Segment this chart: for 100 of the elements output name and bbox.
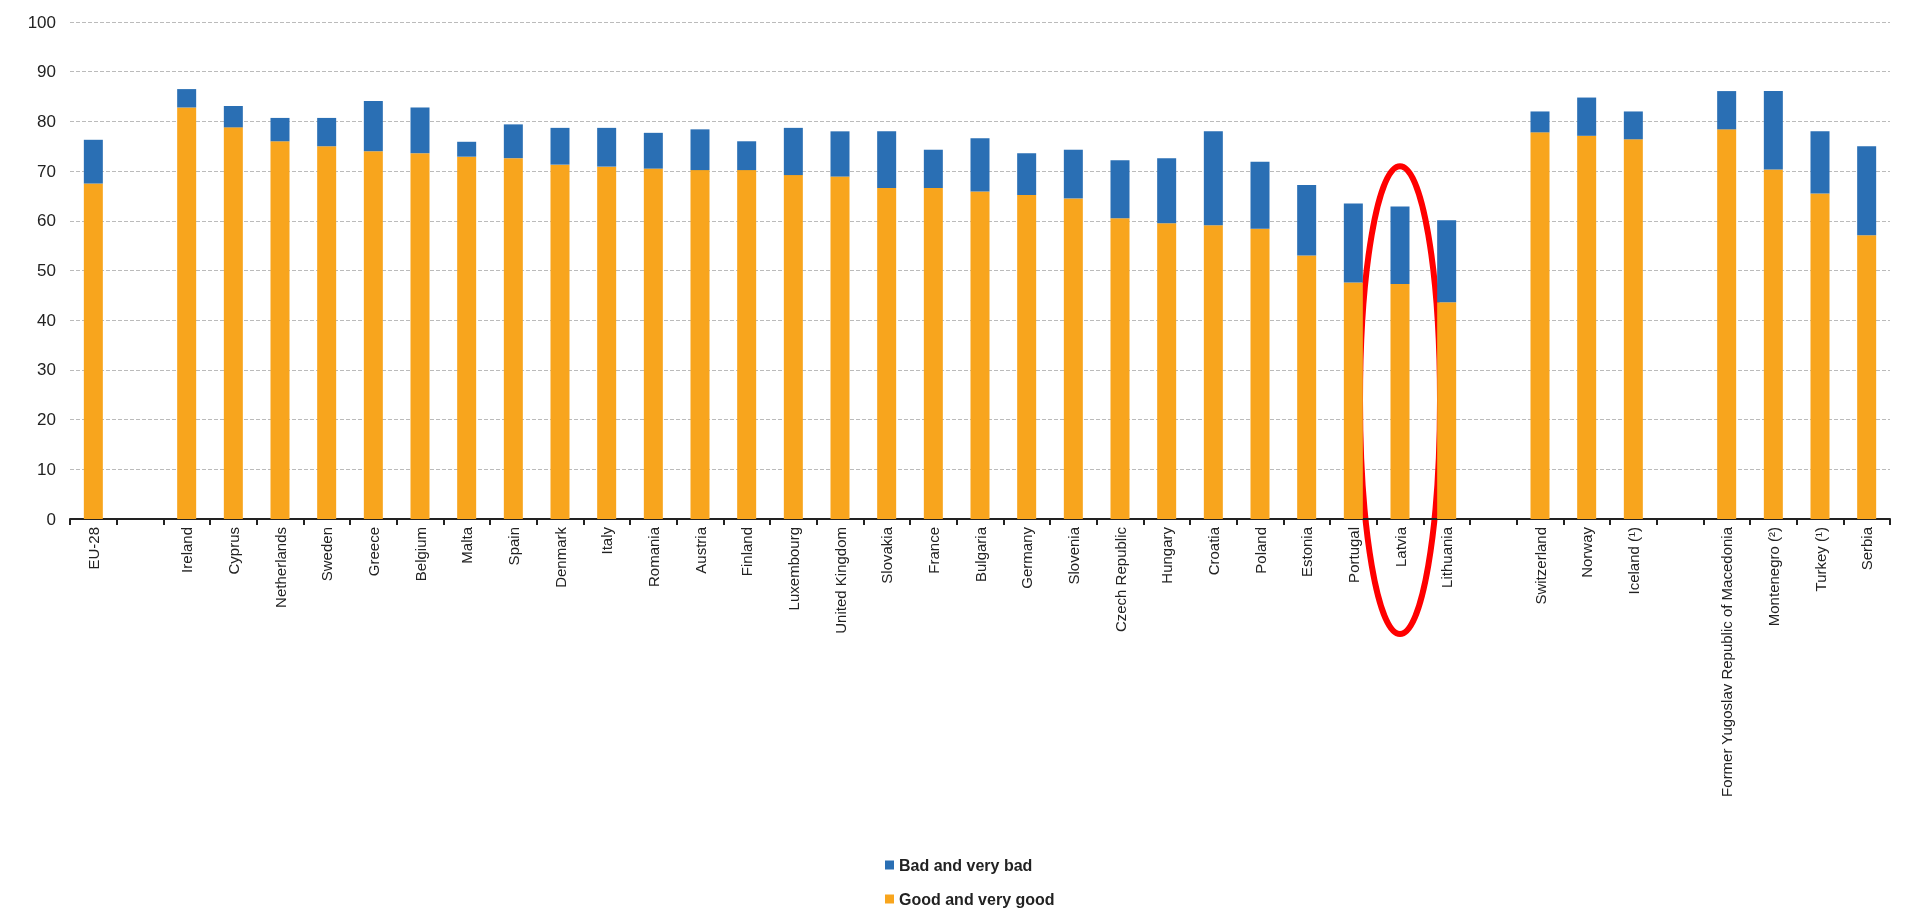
bar xyxy=(783,127,803,176)
x-tick-label: United Kingdom xyxy=(831,527,849,634)
bar xyxy=(1577,97,1597,136)
bar xyxy=(1810,193,1830,519)
x-tick-label: Spain xyxy=(504,527,522,566)
bar xyxy=(1297,185,1317,256)
bar xyxy=(1297,255,1317,519)
bar xyxy=(83,139,103,184)
bar xyxy=(83,183,103,519)
bar xyxy=(177,89,197,108)
bar xyxy=(1717,129,1737,519)
bar xyxy=(457,141,477,157)
y-tick-label: 30 xyxy=(37,360,56,380)
y-tick-label: 10 xyxy=(37,459,56,479)
x-tick-label: Czech Republic xyxy=(1111,526,1129,633)
bar xyxy=(270,117,290,142)
bar xyxy=(1857,146,1877,236)
bar xyxy=(970,191,990,519)
bar xyxy=(550,127,570,165)
bar xyxy=(597,127,617,167)
x-tick-label: EU-28 xyxy=(84,527,102,570)
y-tick-label: 60 xyxy=(37,211,56,231)
bar xyxy=(1250,228,1270,519)
bar xyxy=(1623,111,1643,140)
bar xyxy=(1717,91,1737,130)
bar xyxy=(643,168,663,519)
bar xyxy=(877,188,897,519)
bar xyxy=(1157,223,1177,519)
bar xyxy=(737,141,757,171)
bar xyxy=(223,105,243,128)
x-tick-label: Bulgaria xyxy=(971,526,989,583)
bar xyxy=(1110,218,1130,519)
y-tick-label: 50 xyxy=(37,261,56,280)
bar xyxy=(1157,158,1177,224)
x-tick-label: Netherlands xyxy=(271,527,289,608)
bar xyxy=(923,188,943,519)
bar xyxy=(970,138,990,192)
bar xyxy=(410,107,430,154)
bar xyxy=(877,131,897,188)
y-tick-label: 90 xyxy=(37,62,56,82)
bar xyxy=(643,132,663,169)
bar xyxy=(737,170,757,519)
bar xyxy=(363,151,383,519)
bar xyxy=(830,176,850,519)
x-tick-label: Poland xyxy=(1251,527,1269,574)
x-tick-label: Cyprus xyxy=(224,527,242,575)
x-tick-label: Former Yugoslav Republic of Macedonia xyxy=(1718,526,1736,797)
bar xyxy=(690,129,710,171)
bar xyxy=(1623,139,1643,519)
y-tick-label: 70 xyxy=(37,161,56,181)
bar xyxy=(177,107,197,519)
y-tick-label: 80 xyxy=(37,111,56,131)
bar xyxy=(1763,169,1783,519)
bar xyxy=(1063,198,1083,519)
bar xyxy=(1530,132,1550,519)
y-tick-label: 100 xyxy=(27,12,56,32)
x-tick-label: Slovakia xyxy=(878,526,896,584)
bar xyxy=(363,101,383,152)
x-tick-label: Norway xyxy=(1578,526,1596,578)
bar xyxy=(317,146,337,519)
bar xyxy=(1390,206,1410,284)
y-tick-label: 0 xyxy=(46,509,56,529)
bar xyxy=(1063,149,1083,199)
bar xyxy=(1343,282,1363,519)
x-tick-label: Greece xyxy=(364,527,382,577)
bar xyxy=(1250,161,1270,229)
x-tick-label: Switzerland xyxy=(1531,527,1549,605)
bar xyxy=(690,170,710,519)
bar xyxy=(1530,111,1550,133)
bar xyxy=(503,158,523,519)
x-tick-label: Latvia xyxy=(1391,526,1409,568)
x-tick-label: Austria xyxy=(691,526,709,574)
x-tick-label: Montenegro (²) xyxy=(1764,527,1782,627)
x-tick-label: Italy xyxy=(598,526,616,555)
bar xyxy=(1017,194,1037,519)
legend-label: Bad and very bad xyxy=(899,856,1033,874)
x-tick-label: Iceland (¹) xyxy=(1624,527,1642,595)
legend-label: Good and very good xyxy=(899,890,1055,908)
x-tick-label: France xyxy=(924,527,942,574)
x-tick-label: Hungary xyxy=(1158,526,1176,584)
y-tick-label: 40 xyxy=(37,310,56,330)
bar xyxy=(457,156,477,519)
bar xyxy=(830,131,850,177)
x-tick-label: Serbia xyxy=(1858,526,1876,571)
y-tick-label: 20 xyxy=(37,410,56,430)
x-tick-label: Turkey (¹) xyxy=(1811,527,1829,592)
bar xyxy=(1437,220,1457,303)
bar xyxy=(783,175,803,519)
x-tick-label: Croatia xyxy=(1204,526,1222,576)
bar xyxy=(1390,283,1410,519)
x-tick-label: Denmark xyxy=(551,526,569,588)
x-tick-label: Romania xyxy=(644,526,662,588)
bar xyxy=(223,127,243,519)
x-tick-label: Luxembourg xyxy=(784,527,802,611)
x-tick-label: Finland xyxy=(738,527,756,577)
bar xyxy=(1437,302,1457,519)
bar xyxy=(1203,131,1223,226)
bar xyxy=(1203,225,1223,519)
bar xyxy=(1343,203,1363,283)
x-tick-label: Germany xyxy=(1018,526,1036,589)
